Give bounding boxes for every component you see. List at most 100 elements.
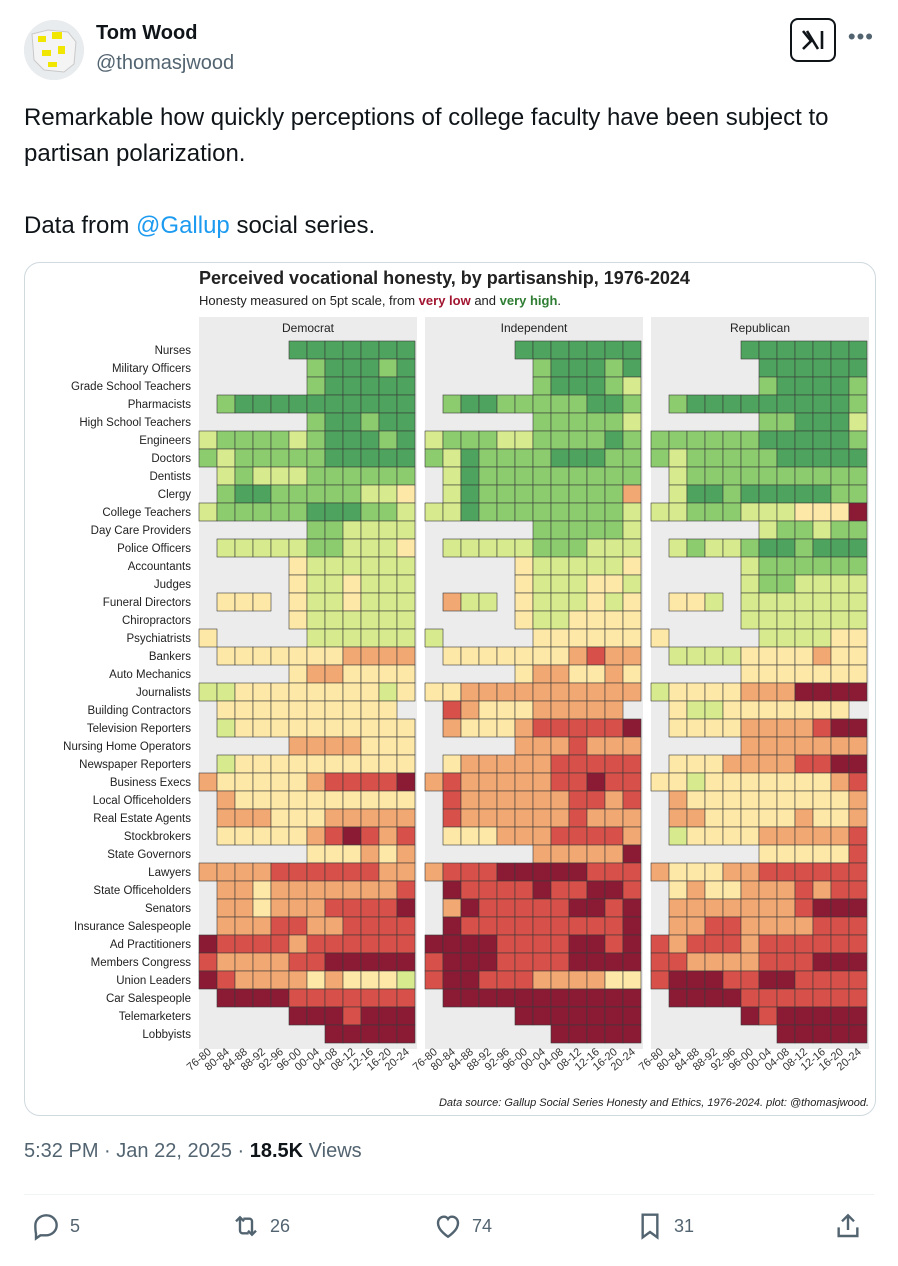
- heatmap-cell: [704, 862, 724, 882]
- heatmap-cell: [568, 394, 588, 414]
- grok-icon[interactable]: [790, 18, 836, 62]
- heatmap-cell: [686, 790, 706, 810]
- heatmap-cell: [288, 826, 308, 846]
- heatmap-cell: [622, 1006, 642, 1026]
- heatmap-cell: [324, 376, 344, 396]
- heatmap-cell: [378, 790, 398, 810]
- heatmap-cell: [586, 916, 606, 936]
- heatmap-cell: [252, 826, 272, 846]
- heatmap-cell: [378, 898, 398, 918]
- tweet-time[interactable]: 5:32 PM: [24, 1140, 99, 1162]
- y-tick-label: Car Salespeople: [106, 993, 191, 1005]
- heatmap-cell: [396, 754, 416, 774]
- reply-button[interactable]: 5: [30, 1210, 80, 1242]
- heatmap-cell: [758, 736, 778, 756]
- heatmap-cell: [532, 682, 552, 702]
- share-button[interactable]: [832, 1210, 864, 1242]
- heatmap-cell: [550, 826, 570, 846]
- heatmap-cell: [378, 358, 398, 378]
- heatmap-cell: [668, 430, 688, 450]
- heatmap-cell: [550, 394, 570, 414]
- heatmap-cell: [794, 898, 814, 918]
- heatmap-cell: [496, 988, 516, 1008]
- heatmap-cell: [306, 970, 326, 990]
- heatmap-cell: [324, 754, 344, 774]
- heatmap-cell: [550, 718, 570, 738]
- heatmap-cell: [568, 610, 588, 630]
- y-tick-label: Local Officeholders: [93, 795, 191, 807]
- author-handle[interactable]: @thomasjwood: [96, 52, 235, 74]
- heatmap-cell: [532, 952, 552, 972]
- repost-button[interactable]: 26: [230, 1210, 290, 1242]
- heatmap-cell: [378, 574, 398, 594]
- tweet-date[interactable]: Jan 22, 2025: [116, 1140, 232, 1162]
- heatmap-cell: [568, 628, 588, 648]
- heatmap-cell: [830, 484, 850, 504]
- heatmap-cell: [622, 862, 642, 882]
- tweet-text: Remarkable how quickly perceptions of co…: [24, 100, 864, 244]
- heatmap-cell: [650, 682, 670, 702]
- heatmap-cell: [686, 970, 706, 990]
- heatmap-cell: [812, 358, 832, 378]
- heatmap-cell: [622, 430, 642, 450]
- heatmap-cell: [604, 718, 624, 738]
- heatmap-cell: [668, 772, 688, 792]
- avatar[interactable]: [24, 20, 84, 80]
- heatmap-cell: [216, 808, 236, 828]
- heatmap-cell: [758, 628, 778, 648]
- like-button[interactable]: 74: [432, 1210, 492, 1242]
- heatmap-cell: [234, 448, 254, 468]
- heatmap-cell: [378, 862, 398, 882]
- heatmap-cell: [532, 574, 552, 594]
- mention-link[interactable]: @Gallup: [136, 212, 230, 239]
- heatmap-cell: [496, 700, 516, 720]
- heatmap-cell: [604, 520, 624, 540]
- heatmap-cell: [740, 574, 760, 594]
- heatmap-cell: [324, 430, 344, 450]
- heatmap-cell: [342, 394, 362, 414]
- heatmap-cell: [686, 448, 706, 468]
- heatmap-cell: [532, 412, 552, 432]
- heatmap-cell: [722, 448, 742, 468]
- heatmap-cell: [550, 610, 570, 630]
- heatmap-cell: [758, 646, 778, 666]
- heatmap-cell: [460, 502, 480, 522]
- heatmap-cell: [342, 754, 362, 774]
- heatmap-cell: [514, 430, 534, 450]
- heatmap-cell: [306, 574, 326, 594]
- heatmap-cell: [514, 682, 534, 702]
- heatmap-cell: [740, 664, 760, 684]
- heatmap-cell: [604, 358, 624, 378]
- heatmap-cell: [622, 988, 642, 1008]
- heatmap-cell: [604, 880, 624, 900]
- subtitle-part: Honesty measured on 5pt scale, from: [199, 293, 419, 308]
- heatmap-cell: [604, 538, 624, 558]
- heatmap-cell: [622, 556, 642, 576]
- heatmap-cell: [496, 898, 516, 918]
- author-name[interactable]: Tom Wood: [96, 22, 198, 44]
- heatmap-cell: [550, 592, 570, 612]
- heatmap-cell: [550, 574, 570, 594]
- heatmap-cell: [650, 430, 670, 450]
- heatmap-cell: [288, 862, 308, 882]
- heatmap-cell: [604, 736, 624, 756]
- heatmap-cell: [668, 502, 688, 522]
- heatmap-cell: [306, 808, 326, 828]
- tweet-media[interactable]: Perceived vocational honesty, by partisa…: [24, 262, 876, 1116]
- heatmap-cell: [794, 934, 814, 954]
- heatmap-cell: [686, 826, 706, 846]
- heatmap-cell: [360, 448, 380, 468]
- heatmap-cell: [550, 412, 570, 432]
- more-icon[interactable]: •••: [847, 24, 874, 49]
- heatmap-cell: [604, 844, 624, 864]
- heatmap-cell: [848, 754, 868, 774]
- heatmap-cell: [532, 592, 552, 612]
- heatmap-cell: [306, 952, 326, 972]
- heatmap-cell: [668, 880, 688, 900]
- heatmap-cell: [622, 682, 642, 702]
- bookmark-button[interactable]: 31: [634, 1210, 694, 1242]
- heatmap-cell: [270, 772, 290, 792]
- heatmap-cell: [830, 538, 850, 558]
- heatmap-cell: [758, 880, 778, 900]
- heatmap-cell: [830, 430, 850, 450]
